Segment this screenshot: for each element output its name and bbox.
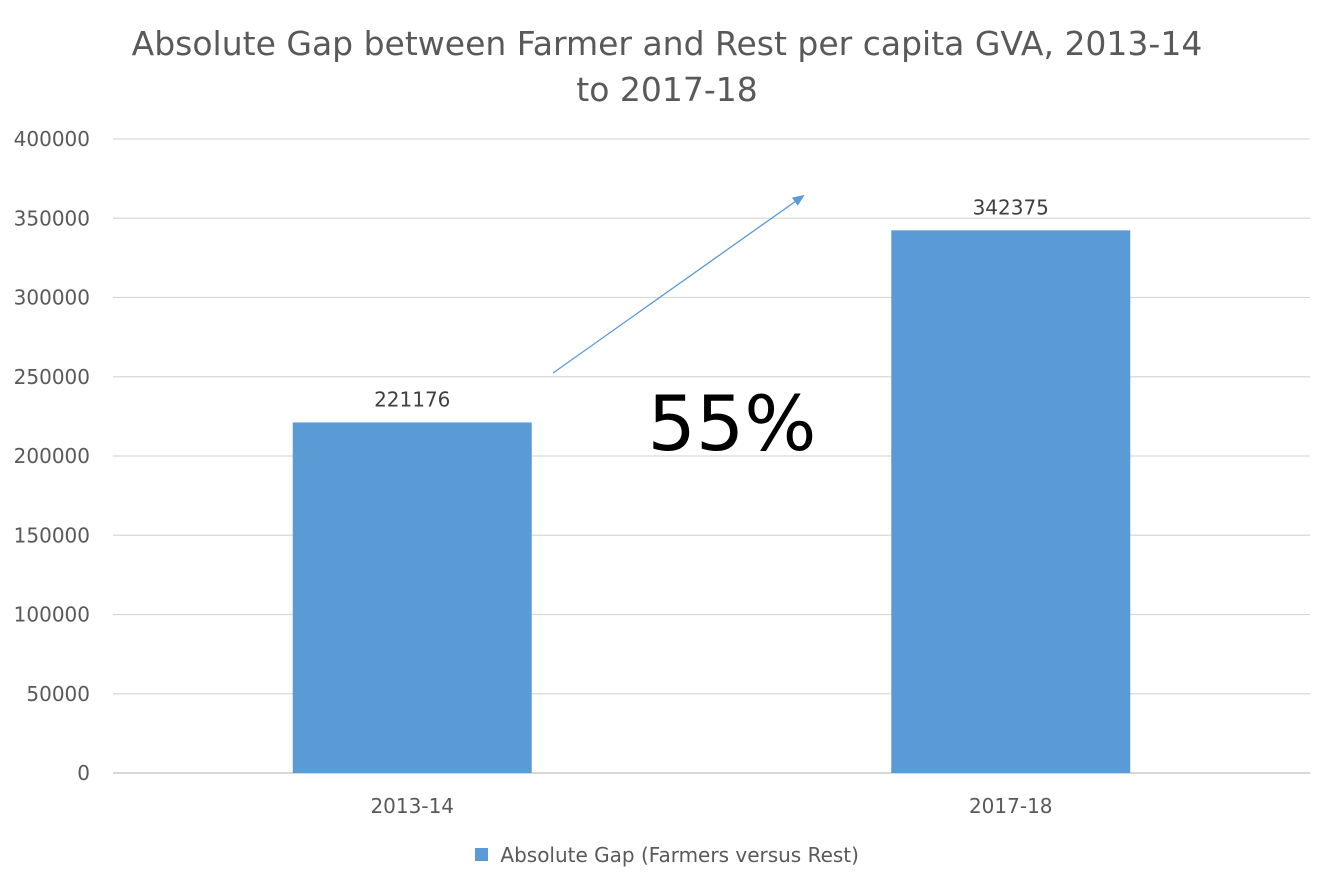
legend-label: Absolute Gap (Farmers versus Rest) — [500, 843, 859, 867]
y-tick-label: 100000 — [14, 603, 90, 627]
y-tick-label: 50000 — [26, 682, 90, 706]
y-tick-label: 150000 — [14, 523, 90, 547]
x-tick-label: 2017-18 — [969, 794, 1053, 818]
chart-title-line-2: to 2017-18 — [576, 70, 758, 109]
x-tick-label: 2013-14 — [370, 794, 454, 818]
legend-swatch — [475, 848, 489, 861]
data-label: 342375 — [973, 195, 1049, 219]
data-label: 221176 — [374, 387, 450, 411]
growth-percentage-annotation: 55% — [648, 379, 817, 468]
legend: Absolute Gap (Farmers versus Rest) — [0, 843, 1334, 867]
growth-arrow — [552, 194, 805, 374]
bar — [292, 422, 532, 773]
chart-title-line-1: Absolute Gap between Farmer and Rest per… — [131, 24, 1203, 63]
y-tick-label: 350000 — [14, 206, 90, 230]
y-tick-label: 400000 — [14, 127, 90, 151]
y-tick-label: 200000 — [14, 444, 90, 468]
y-tick-label: 0 — [77, 761, 90, 785]
bar — [891, 230, 1131, 773]
y-tick-label: 300000 — [14, 286, 90, 310]
y-tick-label: 250000 — [14, 365, 90, 389]
